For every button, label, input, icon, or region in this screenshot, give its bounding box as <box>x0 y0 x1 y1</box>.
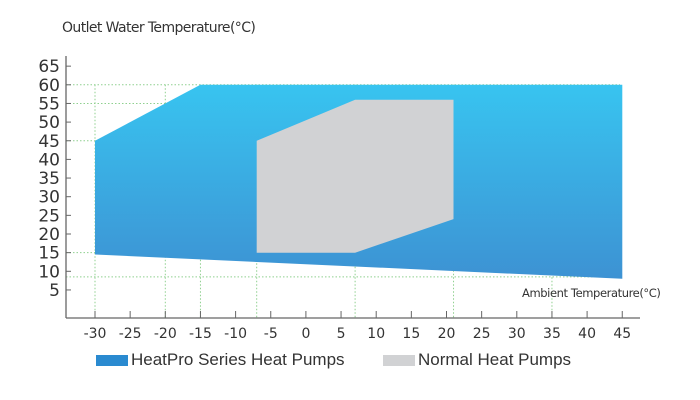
x-tick-label: 5 <box>337 326 346 342</box>
legend-swatch-heatpro <box>96 354 128 366</box>
x-tick-label: 45 <box>613 326 631 342</box>
y-tick-label: 30 <box>38 188 60 208</box>
x-tick-label: -30 <box>84 326 107 342</box>
legend-label-normal: Normal Heat Pumps <box>418 350 572 369</box>
legend-item-heatpro: HeatPro Series Heat Pumps <box>96 350 345 370</box>
x-tick-label: -15 <box>189 326 212 342</box>
x-tick-label: 25 <box>473 326 491 342</box>
legend-label-heatpro: HeatPro Series Heat Pumps <box>131 350 345 369</box>
y-tick-label: 35 <box>38 169 60 189</box>
x-tick-label: -5 <box>264 326 278 342</box>
x-tick-label: 35 <box>543 326 561 342</box>
y-tick-label: 25 <box>38 206 60 226</box>
legend-item-normal: Normal Heat Pumps <box>383 350 571 370</box>
x-tick-label: 30 <box>508 326 526 342</box>
x-tick-label: -20 <box>154 326 177 342</box>
x-axis-title: Ambient Temperature(°C) <box>522 286 661 300</box>
x-tick-label: 15 <box>402 326 420 342</box>
x-tick-label: 40 <box>578 326 596 342</box>
x-tick-label: -10 <box>224 326 247 342</box>
x-tick-label: 10 <box>367 326 385 342</box>
y-tick-label: 10 <box>38 262 60 282</box>
y-tick-label: 15 <box>38 244 60 264</box>
y-tick-label: 40 <box>38 150 60 170</box>
y-tick-label: 60 <box>38 76 60 96</box>
x-tick-label: 0 <box>301 326 310 342</box>
x-tick-label: -25 <box>119 326 142 342</box>
y-axis-title: Outlet Water Temperature(°C) <box>62 20 256 36</box>
y-tick-label: 5 <box>49 281 60 301</box>
x-tick-label: 20 <box>438 326 456 342</box>
y-tick-label: 20 <box>38 225 60 245</box>
y-tick-label: 55 <box>38 94 60 114</box>
y-tick-label: 45 <box>38 132 60 152</box>
y-tick-label: 50 <box>38 113 60 133</box>
y-tick-label: 65 <box>38 57 60 77</box>
legend-swatch-normal <box>383 354 415 366</box>
normal-area <box>256 99 454 253</box>
